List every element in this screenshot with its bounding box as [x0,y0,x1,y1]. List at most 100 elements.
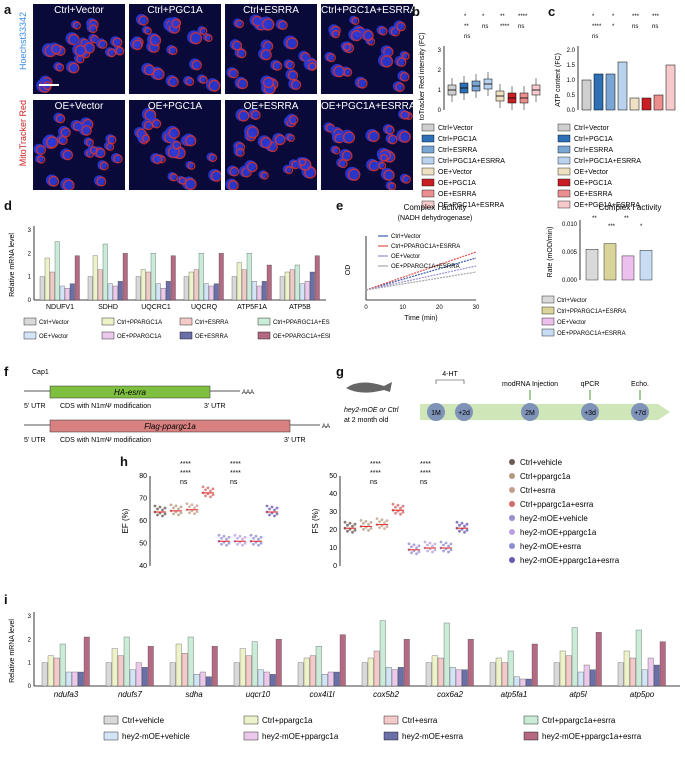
nucleus [95,38,106,49]
data-point [367,529,370,532]
legend-swatch [179,331,193,340]
nucleus [78,123,91,136]
mitochondria [278,20,288,31]
bar [339,634,346,687]
legend-swatch [23,317,37,326]
data-point [394,505,397,509]
data-point [193,506,196,510]
nucleus [392,81,404,92]
bar [147,646,154,687]
legend-swatch [557,200,571,209]
data-point [161,508,164,512]
bar [403,639,410,687]
bar [123,636,130,687]
mitochondria [68,33,80,46]
legend-swatch [103,731,119,741]
legend-label: Ctrl+PGC1A [438,136,477,143]
legend-label: OE+ESRRA [195,334,228,340]
nucleus [354,76,367,89]
legend-swatch [509,473,515,479]
nucleus [129,38,142,50]
legend-label: Ctrl+PGC1A+ESRRA [574,158,641,165]
bar [513,676,520,687]
tick-label: 0 [364,305,368,311]
bar [623,650,630,687]
tick-label: 0 [28,684,32,690]
data-point [241,543,244,547]
legend-label: OE+ESRRA [574,191,613,198]
bar [495,657,502,687]
legend-swatch [257,317,271,326]
timeline-arrow [420,404,670,420]
nucleus [229,39,241,50]
micrograph-cell: OE+PGC1A [129,100,221,190]
bar [571,627,578,687]
nucleus [365,128,379,142]
bar [83,636,90,687]
mitochondria [378,161,387,170]
significance: **** [592,24,602,30]
mitochondria [208,79,221,92]
data-point [415,546,418,550]
data-point [179,505,183,509]
mitochondria [347,168,361,181]
bar [304,281,310,301]
bar [65,671,72,687]
tick-label: 80 [139,473,147,480]
data-point [410,545,413,549]
tick-label: 0 [28,298,32,304]
bar [577,671,584,687]
bar [635,629,642,687]
nucleus [33,143,45,155]
data-point [273,508,276,512]
data-point [193,512,196,516]
bar [629,657,636,687]
legend-swatch [509,487,515,493]
legend-swatch [557,134,571,143]
bar [299,283,305,301]
legend-label: Ctrl+vehicle [122,716,165,725]
data-point [426,543,429,547]
panel-i-letter: i [4,592,8,607]
legend-swatch [421,200,435,209]
micrograph-cell: Ctrl+PGC1A+ESRRA [321,4,413,94]
mitochondria [62,149,74,161]
series-line [365,265,477,291]
bar [507,650,514,687]
data-point [417,544,421,548]
micrograph-grid: Ctrl+Vector Ctrl+PGC1A Ctrl+ESRRA Ctrl+PGC1… [33,4,413,190]
bar [269,674,276,687]
bar [59,285,65,301]
legend-b: Ctrl+Vector Ctrl+PGC1A Ctrl+ESRRA Ctrl+PGC1… [421,123,505,209]
bar [92,255,98,301]
mitochondria [152,154,163,165]
bar [431,655,438,687]
nucleus [360,28,373,41]
mitochondria [285,60,295,70]
legend-swatch [383,715,399,725]
data-point [236,536,239,540]
mitochondria [232,40,243,51]
mitochondria [189,32,203,45]
mitochondria [387,134,398,145]
timepoint-label: +3d [584,410,596,417]
hoechst-label: Hoechst33342 [18,12,28,71]
mitochondria [227,180,239,190]
bar [169,662,176,687]
mitochondria [378,26,388,36]
mitochondria [260,171,269,180]
mitochondria [285,37,299,50]
polya-label: AAA [322,424,330,430]
cds-block [49,419,291,433]
bar [589,669,596,687]
data-point [174,504,178,508]
bar [41,662,48,687]
legend-label: OE+Vector [438,169,473,176]
tick-label: 0.000 [562,278,578,284]
bar [531,643,538,687]
bar [559,650,566,687]
bar [449,667,456,687]
nucleus [324,51,335,62]
data-point [396,503,400,507]
data-point [391,502,395,506]
